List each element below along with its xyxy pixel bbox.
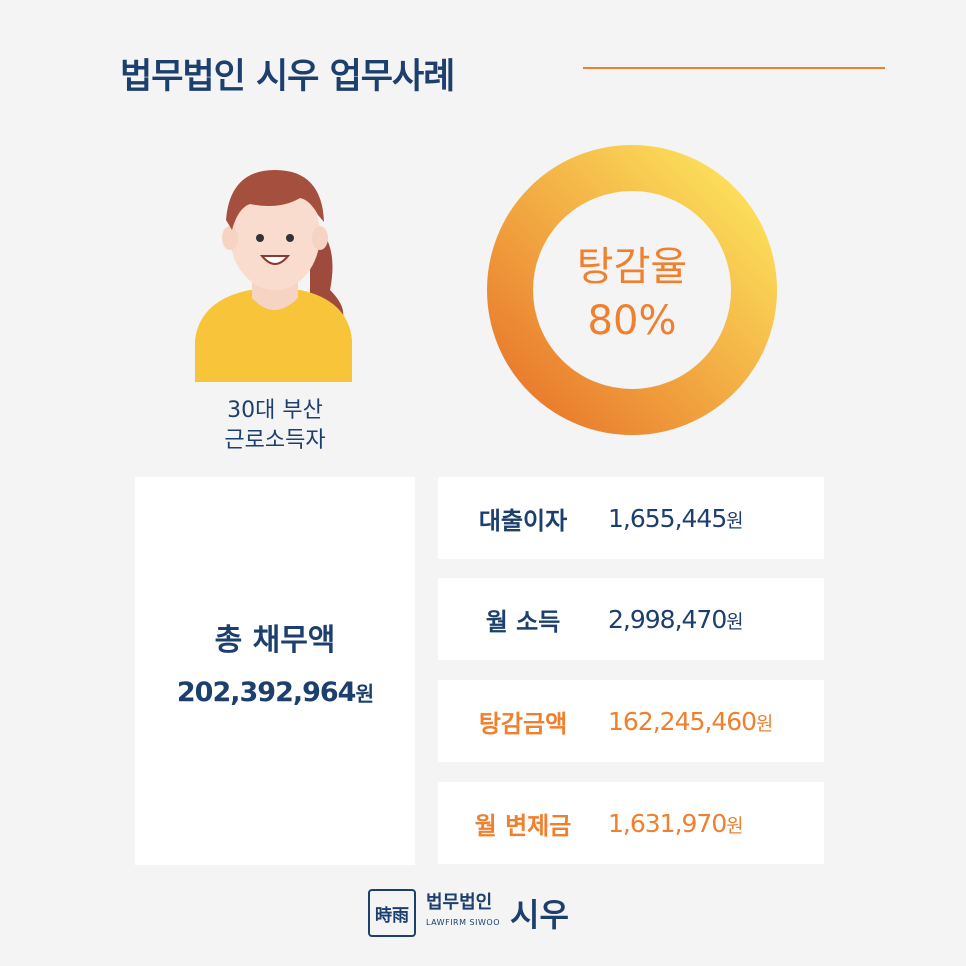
item-amount: 162,245,460원 (608, 706, 773, 736)
title: 법무법인 시우 업무사례 (120, 57, 455, 97)
item-label: 대출이자 (478, 506, 568, 535)
rate-value: 80% (587, 298, 677, 344)
unit: 원 (726, 815, 743, 837)
unit: 원 (355, 682, 374, 706)
item-label: 탕감금액 (478, 709, 568, 738)
total-card: 총 채무액 202,392,964원 (135, 477, 415, 865)
item-card: 탕감금액 162,245,460원 (438, 680, 824, 762)
amount: 202,392,964 (176, 677, 357, 708)
item-amount: 1,631,970원 (608, 808, 744, 838)
footer-sub: LAWFIRM SIWOO (426, 918, 500, 927)
rate-label: 탕감율 (576, 244, 688, 290)
total-amount: 202,392,964원 (135, 677, 415, 708)
item-label: 월 소득 (485, 607, 561, 636)
amount: 1,631,970 (608, 808, 727, 838)
item-amount: 1,655,445원 (608, 503, 744, 533)
item-card: 월 변제금 1,631,970원 (438, 782, 824, 864)
title-rule (583, 67, 885, 69)
rate-ring (487, 145, 777, 435)
item-amount: 2,998,470원 (608, 604, 744, 634)
amount: 2,998,470 (608, 604, 727, 634)
footer-name: 법무법인 LAWFIRM SIWOO (426, 893, 500, 933)
footer-name-text: 법무법인 (426, 892, 493, 913)
footer: 時雨 법무법인 LAWFIRM SIWOO 시우 (368, 888, 569, 938)
profile: 30대 부산 근로소득자 (175, 396, 375, 456)
item-label: 월 변제금 (474, 811, 572, 840)
rate: 탕감율 80% (532, 240, 732, 348)
amount: 162,245,460 (608, 706, 757, 736)
item-card: 월 소득 2,998,470원 (438, 578, 824, 660)
amount: 1,655,445 (608, 503, 727, 533)
profile-line: 근로소득자 (224, 428, 326, 453)
logo-mark: 時雨 (368, 889, 416, 937)
person-illustration (195, 170, 352, 382)
footer-brand: 시우 (510, 896, 569, 934)
unit: 원 (726, 611, 743, 633)
profile-line: 30대 부산 (227, 398, 323, 423)
total-label: 총 채무액 (214, 623, 336, 658)
unit: 원 (726, 510, 743, 532)
item-card: 대출이자 1,655,445원 (438, 477, 824, 559)
unit: 원 (756, 713, 773, 735)
